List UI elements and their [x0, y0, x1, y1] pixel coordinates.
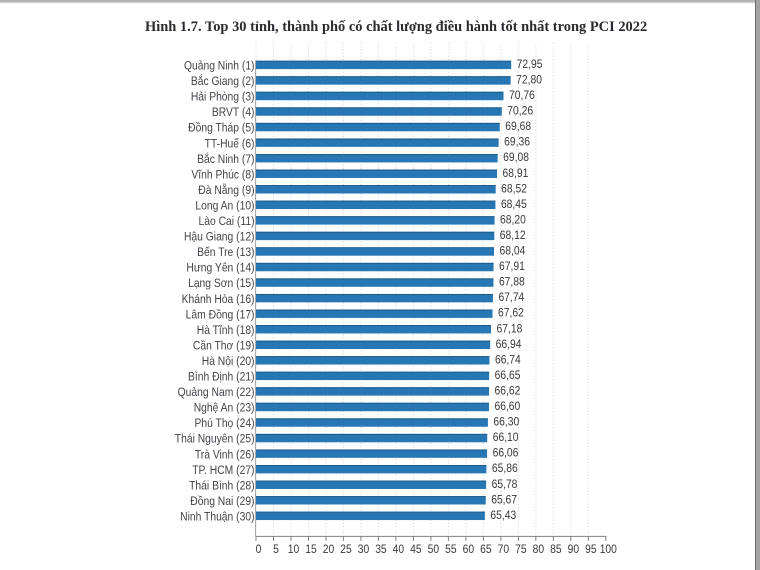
svg-text:100: 100 — [600, 543, 617, 556]
svg-text:Quảng Nam (22): Quảng Nam (22) — [178, 386, 255, 399]
svg-text:72,95: 72,95 — [517, 58, 543, 71]
svg-text:70: 70 — [498, 543, 509, 556]
svg-text:75: 75 — [515, 543, 526, 556]
svg-text:Lạng Sơn (15): Lạng Sơn (15) — [188, 278, 255, 291]
svg-text:Khánh Hòa (16): Khánh Hòa (16) — [182, 293, 255, 306]
svg-text:67,74: 67,74 — [498, 291, 524, 304]
svg-text:TP. HCM (27): TP. HCM (27) — [192, 464, 255, 477]
svg-text:Bến Tre (13): Bến Tre (13) — [197, 246, 255, 259]
svg-text:66,94: 66,94 — [496, 338, 522, 351]
svg-text:0: 0 — [256, 543, 262, 556]
svg-text:Quảng Ninh (1): Quảng Ninh (1) — [184, 60, 255, 73]
svg-text:Trà Vinh (26): Trà Vinh (26) — [195, 449, 255, 462]
svg-text:20: 20 — [323, 543, 334, 556]
svg-text:90: 90 — [568, 543, 579, 556]
svg-text:25: 25 — [340, 543, 351, 556]
svg-text:66,62: 66,62 — [495, 385, 521, 398]
svg-text:66,65: 66,65 — [495, 369, 521, 382]
svg-text:67,62: 67,62 — [498, 307, 524, 320]
svg-text:70,76: 70,76 — [509, 89, 535, 102]
svg-text:66,74: 66,74 — [495, 354, 521, 367]
svg-text:80: 80 — [533, 543, 544, 556]
svg-text:65,78: 65,78 — [492, 478, 518, 491]
svg-text:BRVT (4): BRVT (4) — [212, 106, 255, 119]
svg-text:40: 40 — [393, 543, 404, 556]
svg-text:68,04: 68,04 — [500, 245, 526, 258]
svg-text:Hưng Yên (14): Hưng Yên (14) — [186, 262, 254, 275]
svg-text:Hà Tĩnh (18): Hà Tĩnh (18) — [197, 324, 255, 337]
svg-text:68,20: 68,20 — [500, 214, 526, 227]
svg-text:66,06: 66,06 — [493, 447, 519, 460]
svg-text:69,36: 69,36 — [504, 136, 530, 149]
svg-text:65,67: 65,67 — [491, 494, 517, 507]
svg-text:Cần Thơ (19): Cần Thơ (19) — [193, 340, 255, 353]
svg-text:67,88: 67,88 — [499, 276, 525, 289]
svg-text:Nghệ An (23): Nghệ An (23) — [194, 402, 255, 415]
svg-text:65,43: 65,43 — [490, 509, 516, 522]
svg-text:68,45: 68,45 — [501, 198, 527, 211]
svg-text:72,80: 72,80 — [516, 74, 542, 87]
svg-text:66,10: 66,10 — [493, 431, 519, 444]
svg-text:Hậu Giang (12): Hậu Giang (12) — [184, 231, 255, 244]
svg-text:Đồng Nai (29): Đồng Nai (29) — [190, 495, 254, 508]
svg-text:Long An (10): Long An (10) — [195, 200, 254, 213]
svg-text:65,86: 65,86 — [492, 463, 518, 476]
svg-text:68,12: 68,12 — [500, 229, 526, 242]
svg-text:Phú Thọ (24): Phú Thọ (24) — [194, 417, 254, 430]
svg-text:66,60: 66,60 — [494, 400, 520, 413]
svg-text:60: 60 — [463, 543, 474, 556]
svg-text:68,91: 68,91 — [503, 167, 529, 180]
svg-text:Lâm Đồng (17): Lâm Đồng (17) — [186, 309, 255, 322]
svg-text:30: 30 — [358, 543, 369, 556]
svg-text:45: 45 — [410, 543, 421, 556]
svg-text:Bắc Ninh (7): Bắc Ninh (7) — [197, 152, 255, 166]
svg-text:Lào Cai (11): Lào Cai (11) — [198, 215, 254, 228]
svg-text:TT-Huế (6): TT-Huế (6) — [205, 138, 255, 151]
svg-text:Bắc Giang (2): Bắc Giang (2) — [191, 74, 255, 88]
svg-text:95: 95 — [585, 543, 596, 556]
svg-text:67,18: 67,18 — [497, 323, 523, 336]
svg-text:Vĩnh Phúc (8): Vĩnh Phúc (8) — [191, 169, 254, 182]
svg-text:Đồng Tháp (5): Đồng Tháp (5) — [188, 122, 255, 135]
svg-text:Thái Nguyên (25): Thái Nguyên (25) — [175, 433, 255, 446]
svg-text:35: 35 — [375, 543, 386, 556]
svg-text:Bình Định (21): Bình Định (21) — [188, 371, 255, 384]
svg-text:65: 65 — [480, 543, 491, 556]
svg-text:55: 55 — [445, 543, 456, 556]
svg-text:69,68: 69,68 — [505, 120, 531, 133]
svg-text:85: 85 — [550, 543, 561, 556]
svg-text:70,26: 70,26 — [507, 105, 533, 118]
svg-text:66,30: 66,30 — [493, 416, 519, 429]
svg-text:Hải Phòng (3): Hải Phòng (3) — [191, 91, 255, 104]
svg-text:Thái Bình (28): Thái Bình (28) — [189, 480, 255, 493]
svg-text:68,52: 68,52 — [501, 183, 527, 196]
svg-text:Đà Nẵng (9): Đà Nẵng (9) — [198, 183, 254, 197]
svg-text:69,08: 69,08 — [503, 152, 529, 165]
svg-text:15: 15 — [305, 543, 316, 556]
svg-text:5: 5 — [273, 543, 279, 556]
svg-text:50: 50 — [428, 543, 439, 556]
svg-text:Hà Nội (20): Hà Nội (20) — [202, 355, 255, 368]
svg-text:Ninh Thuận (30): Ninh Thuận (30) — [180, 511, 255, 524]
svg-text:10: 10 — [288, 543, 299, 556]
svg-text:67,91: 67,91 — [499, 260, 525, 273]
